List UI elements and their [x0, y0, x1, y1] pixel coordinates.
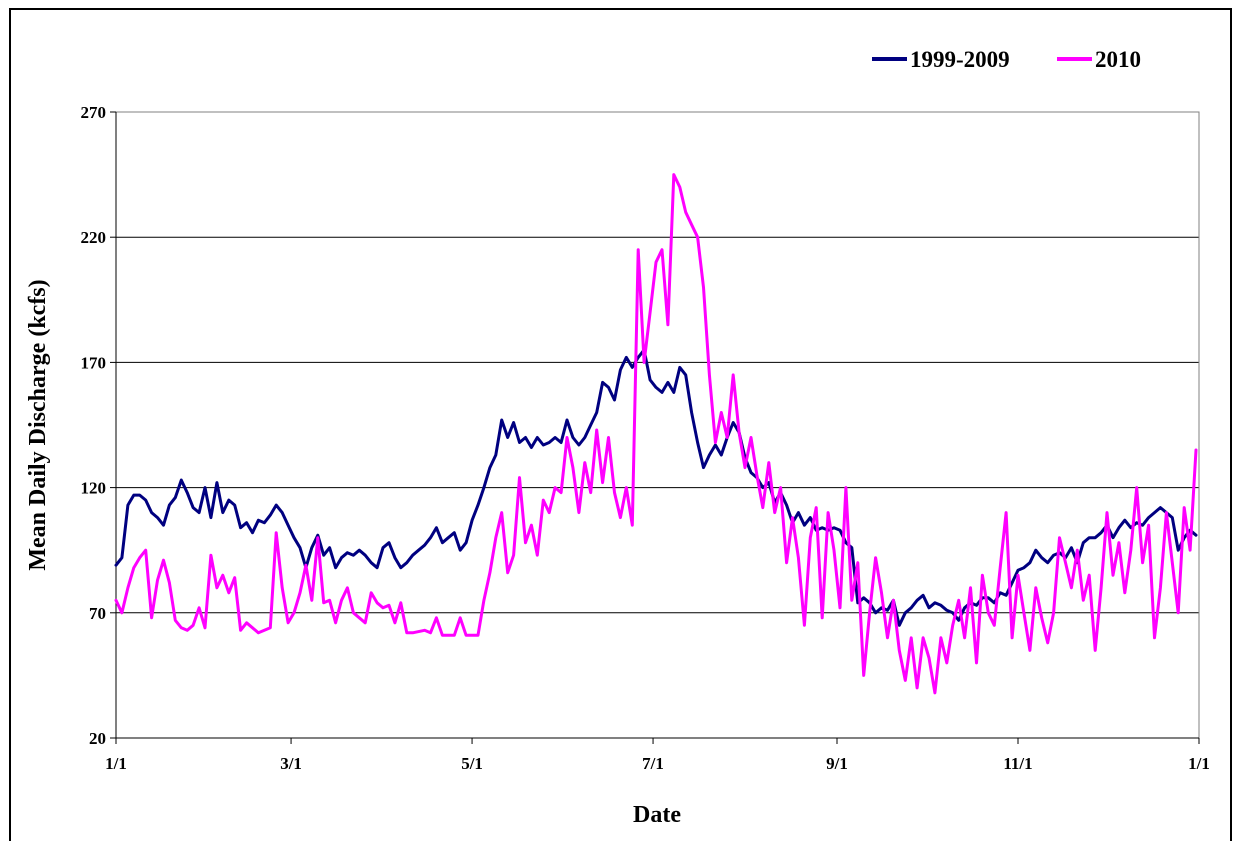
gridlines [116, 236, 1199, 614]
x-tick-label-4: 9/1 [826, 754, 848, 773]
x-axis-ticks: 1/1 3/1 5/1 7/1 9/1 11/1 1/1 [105, 112, 1210, 773]
legend-label-1999-2009: 1999-2009 [910, 47, 1010, 72]
legend: 1999-2009 2010 [872, 47, 1141, 72]
legend-label-2010: 2010 [1095, 47, 1141, 72]
x-tick-label-3: 7/1 [642, 754, 664, 773]
x-tick-label-0: 1/1 [105, 754, 127, 773]
x-tick-label-5: 11/1 [1003, 754, 1032, 773]
x-tick-label-1: 3/1 [280, 754, 302, 773]
y-axis-ticks: 20 70 120 170 220 270 [81, 103, 116, 748]
series-line-1999-2009 [114, 348, 1198, 627]
y-tick-label-170: 170 [81, 353, 107, 372]
x-axis-title: Date [633, 802, 681, 828]
y-tick-label-220: 220 [81, 228, 107, 247]
x-tick-label-2: 5/1 [461, 754, 483, 773]
y-axis-title: Mean Daily Discharge (kcfs) [25, 279, 51, 570]
y-tick-label-270: 270 [81, 103, 107, 122]
series-line-2010 [114, 173, 1198, 695]
plot-area-border [115, 111, 1200, 739]
y-tick-label-120: 120 [81, 479, 107, 498]
x-tick-label-6: 1/1 [1188, 754, 1210, 773]
y-tick-label-70: 70 [89, 604, 106, 623]
y-tick-label-20: 20 [89, 729, 106, 748]
series-lines [114, 173, 1198, 695]
chart-frame [9, 8, 1232, 841]
